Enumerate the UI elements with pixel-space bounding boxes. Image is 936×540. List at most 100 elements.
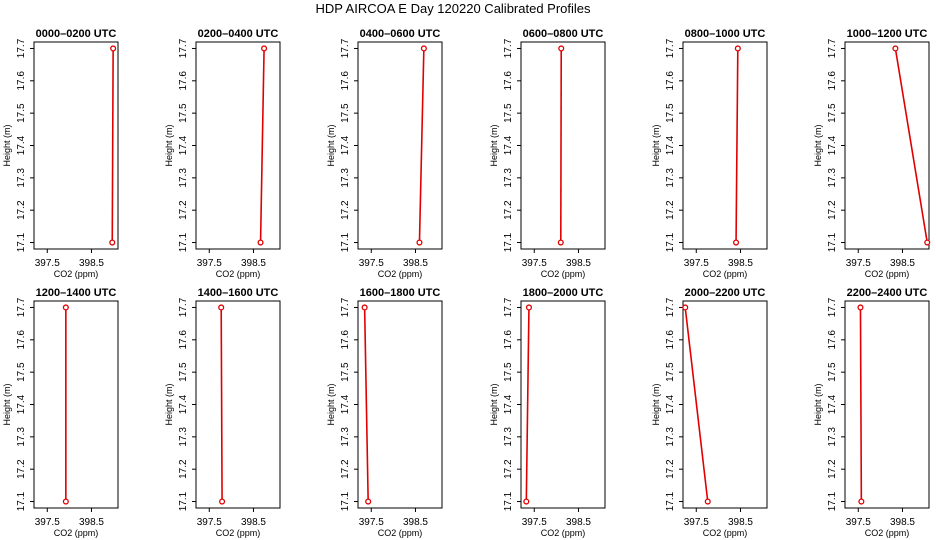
- plot-frame: [33, 300, 119, 509]
- y-axis-label: Height (m): [2, 124, 12, 166]
- data-point: [892, 45, 899, 52]
- y-tick-label: 17.5: [340, 103, 351, 123]
- y-tick-label: 17.7: [178, 297, 189, 317]
- data-point: [257, 239, 264, 246]
- y-tick-label: 17.4: [16, 135, 27, 155]
- data-point: [109, 239, 116, 246]
- y-axis-label: Height (m): [651, 383, 661, 425]
- panel-title: 0600–0800 UTC: [523, 28, 604, 40]
- panel-title: 2200–2400 UTC: [847, 287, 928, 299]
- x-tick-label: 398.5: [241, 517, 266, 528]
- x-tick-label: 398.5: [728, 517, 753, 528]
- y-tick-label: 17.4: [16, 394, 27, 414]
- panel-title: 1200–1400 UTC: [36, 287, 117, 299]
- y-tick-label: 17.2: [340, 459, 351, 479]
- profile-line: [684, 307, 709, 502]
- plot-frame: [33, 41, 119, 250]
- profile-line: [111, 48, 114, 243]
- y-tick-label: 17.1: [665, 232, 676, 252]
- plot-frame: [844, 300, 930, 509]
- y-tick-label: 17.1: [827, 232, 838, 252]
- y-tick-label: 17.3: [16, 168, 27, 188]
- x-tick-label: 397.5: [522, 258, 547, 269]
- x-tick-label: 398.5: [728, 258, 753, 269]
- y-tick-label: 17.1: [340, 491, 351, 511]
- plot-frame: [195, 41, 281, 250]
- panel-title: 0800–1000 UTC: [685, 28, 766, 40]
- data-point: [704, 498, 711, 505]
- data-point: [557, 239, 564, 246]
- y-tick-label: 17.5: [503, 362, 514, 382]
- y-tick-label: 17.3: [827, 427, 838, 447]
- y-tick-label: 17.5: [665, 103, 676, 123]
- profile-line: [894, 48, 929, 243]
- x-tick-label: 397.5: [522, 517, 547, 528]
- plot-frame: [844, 41, 930, 250]
- y-tick-label: 17.6: [503, 330, 514, 350]
- y-tick-label: 17.7: [503, 297, 514, 317]
- y-axis-label: Height (m): [489, 124, 499, 166]
- profile-line: [418, 48, 425, 243]
- x-axis-label: CO2 (ppm): [54, 528, 99, 538]
- data-point: [682, 304, 689, 311]
- y-tick-label: 17.2: [16, 200, 27, 220]
- y-tick-label: 17.7: [503, 38, 514, 58]
- y-tick-label: 17.1: [503, 491, 514, 511]
- y-tick-label: 17.5: [178, 103, 189, 123]
- x-tick-label: 398.5: [403, 517, 428, 528]
- profile-line: [259, 48, 265, 243]
- y-tick-label: 17.5: [827, 362, 838, 382]
- data-point: [365, 498, 372, 505]
- x-axis-label: CO2 (ppm): [54, 269, 99, 279]
- y-axis-label: Height (m): [164, 383, 174, 425]
- x-axis-label: CO2 (ppm): [703, 269, 748, 279]
- x-axis-label: CO2 (ppm): [541, 528, 586, 538]
- y-axis-label: Height (m): [813, 124, 823, 166]
- y-tick-label: 17.2: [340, 200, 351, 220]
- y-tick-label: 17.6: [340, 71, 351, 91]
- y-tick-label: 17.3: [340, 427, 351, 447]
- y-axis-label: Height (m): [651, 124, 661, 166]
- plot-frame: [682, 300, 768, 509]
- y-tick-label: 17.6: [340, 330, 351, 350]
- x-axis-label: CO2 (ppm): [216, 269, 261, 279]
- y-axis-label: Height (m): [164, 124, 174, 166]
- x-axis-label: CO2 (ppm): [541, 269, 586, 279]
- x-axis-label: CO2 (ppm): [216, 528, 261, 538]
- profile-line: [220, 307, 223, 502]
- y-tick-label: 17.7: [665, 38, 676, 58]
- x-tick-label: 398.5: [403, 258, 428, 269]
- profile-line: [525, 307, 530, 502]
- panel-title: 2000–2200 UTC: [685, 287, 766, 299]
- y-tick-label: 17.6: [665, 71, 676, 91]
- y-tick-label: 17.1: [340, 232, 351, 252]
- panel-title: 1800–2000 UTC: [523, 287, 604, 299]
- data-point: [733, 239, 740, 246]
- y-tick-label: 17.4: [340, 135, 351, 155]
- y-tick-label: 17.4: [178, 394, 189, 414]
- y-tick-label: 17.2: [665, 459, 676, 479]
- y-tick-label: 17.2: [178, 200, 189, 220]
- x-tick-label: 398.5: [566, 258, 591, 269]
- data-point: [218, 304, 225, 311]
- y-tick-label: 17.3: [340, 168, 351, 188]
- y-tick-label: 17.6: [16, 330, 27, 350]
- y-tick-label: 17.4: [827, 135, 838, 155]
- y-tick-label: 17.1: [16, 491, 27, 511]
- plot-frame: [195, 300, 281, 509]
- y-tick-label: 17.2: [827, 459, 838, 479]
- x-tick-label: 397.5: [197, 517, 222, 528]
- x-tick-label: 398.5: [241, 258, 266, 269]
- y-tick-label: 17.2: [665, 200, 676, 220]
- x-tick-label: 397.5: [359, 517, 384, 528]
- y-tick-label: 17.6: [827, 71, 838, 91]
- y-axis-label: Height (m): [326, 124, 336, 166]
- x-tick-label: 398.5: [79, 517, 104, 528]
